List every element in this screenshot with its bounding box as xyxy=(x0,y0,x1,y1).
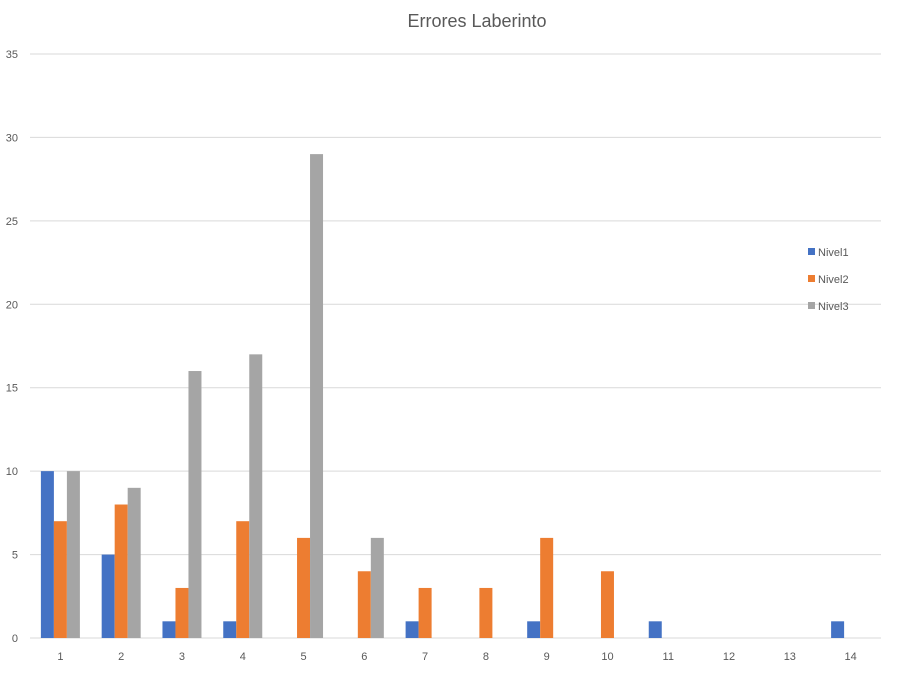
bar-nivel1-2 xyxy=(101,554,115,638)
bar-nivel2-1 xyxy=(53,521,67,638)
x-tick-label: 9 xyxy=(544,651,550,663)
y-tick-label: 0 xyxy=(12,633,18,645)
x-tick-label: 12 xyxy=(723,651,735,663)
x-tick-label: 1 xyxy=(57,651,63,663)
x-tick-label: 10 xyxy=(601,651,613,663)
bar-nivel1-14 xyxy=(831,621,845,638)
x-tick-label: 4 xyxy=(240,651,246,663)
bar-nivel3-5 xyxy=(310,154,324,638)
bar-nivel2-3 xyxy=(175,587,189,638)
bar-nivel1-4 xyxy=(223,621,237,638)
y-tick-label: 5 xyxy=(12,550,18,562)
x-tick-label: 14 xyxy=(844,651,856,663)
bar-nivel2-5 xyxy=(297,537,311,638)
y-tick-label: 20 xyxy=(6,299,18,311)
bars xyxy=(40,154,845,638)
x-tick-label: 5 xyxy=(300,651,306,663)
bar-nivel2-9 xyxy=(540,537,554,638)
x-tick-label: 3 xyxy=(179,651,185,663)
x-axis: 1 2 3 4 5 6 7 8 9 10 11 12 13 14 xyxy=(57,651,856,663)
legend-label-nivel3: Nivel3 xyxy=(818,301,849,313)
bar-nivel3-1 xyxy=(66,471,80,638)
bar-nivel3-4 xyxy=(249,354,263,638)
bar-nivel1-9 xyxy=(527,621,541,638)
y-tick-label: 10 xyxy=(6,466,18,478)
bar-nivel3-6 xyxy=(370,537,384,638)
legend-label-nivel2: Nivel2 xyxy=(818,274,849,286)
x-tick-label: 6 xyxy=(361,651,367,663)
x-tick-label: 11 xyxy=(663,651,674,663)
legend-swatch-nivel3 xyxy=(808,302,815,309)
x-tick-label: 8 xyxy=(483,651,489,663)
y-tick-label: 25 xyxy=(6,216,18,228)
gridlines xyxy=(30,53,881,639)
bar-nivel3-3 xyxy=(188,371,202,638)
x-tick-label: 7 xyxy=(422,651,428,663)
bar-nivel1-11 xyxy=(648,621,662,638)
x-tick-label: 2 xyxy=(118,651,124,663)
bar-nivel3-2 xyxy=(127,487,141,638)
bar-nivel1-7 xyxy=(405,621,419,638)
bar-nivel2-10 xyxy=(600,571,614,638)
legend-label-nivel1: Nivel1 xyxy=(818,247,849,259)
legend-swatch-nivel1 xyxy=(808,248,815,255)
bar-nivel2-7 xyxy=(418,587,432,638)
bar-nivel2-6 xyxy=(357,571,371,638)
y-axis: 0 5 10 15 20 25 30 35 xyxy=(6,49,18,645)
chart-title: Errores Laberinto xyxy=(407,11,546,31)
y-tick-label: 30 xyxy=(6,132,18,144)
bar-nivel1-1 xyxy=(40,471,54,638)
bar-nivel1-3 xyxy=(162,621,176,638)
bar-nivel2-8 xyxy=(479,587,493,638)
bar-nivel2-4 xyxy=(236,521,250,638)
y-tick-label: 35 xyxy=(6,49,18,61)
legend-swatch-nivel2 xyxy=(808,275,815,282)
legend: Nivel1 Nivel2 Nivel3 xyxy=(808,247,849,313)
x-tick-label: 13 xyxy=(784,651,796,663)
y-tick-label: 15 xyxy=(6,383,18,395)
bar-nivel2-2 xyxy=(114,504,128,638)
